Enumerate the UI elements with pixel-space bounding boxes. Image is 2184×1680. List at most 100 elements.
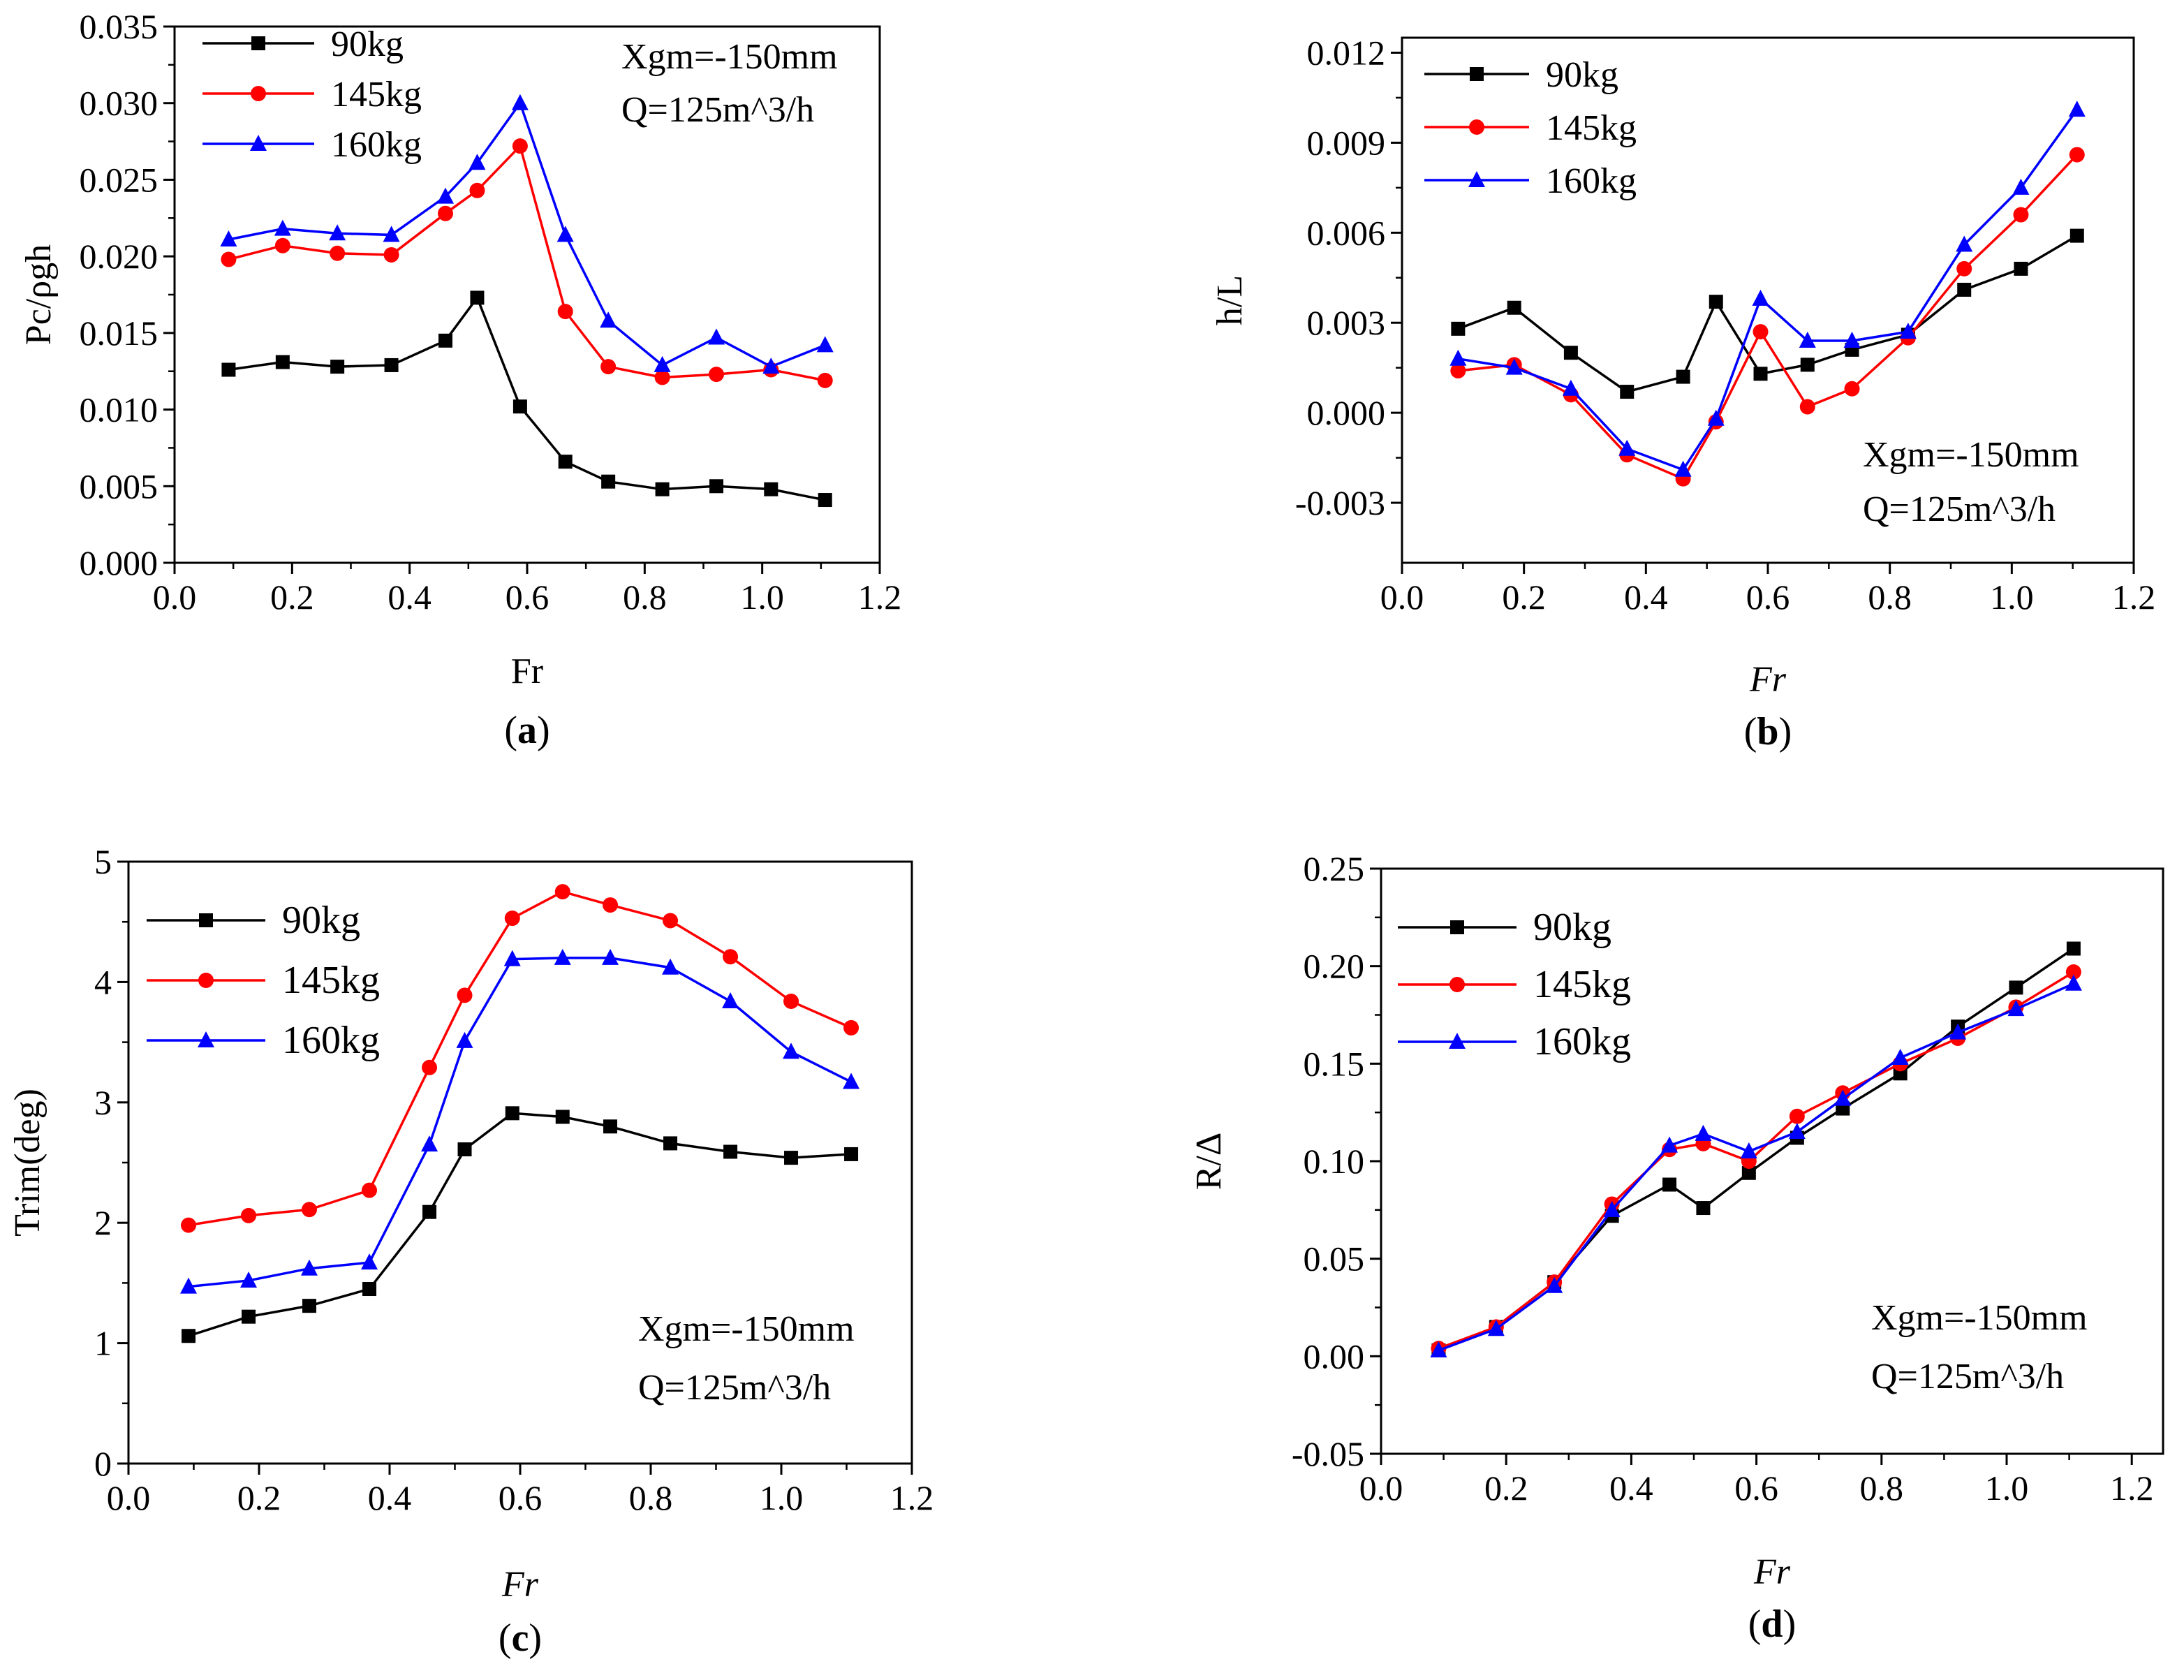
x-tick-label: 0.8 [1868, 577, 1912, 617]
y-tick-label: 2 [94, 1203, 112, 1242]
data-point-160kg [1546, 1276, 1563, 1293]
data-point-145kg [2013, 207, 2029, 223]
legend-marker-145kg [251, 86, 266, 101]
data-point-90kg [655, 482, 670, 496]
y-tick-label: 0.000 [1307, 393, 1386, 432]
series-90kg-c [182, 1106, 859, 1343]
data-point-90kg [844, 1147, 859, 1161]
data-point-90kg [221, 362, 236, 377]
data-point-145kg [2065, 964, 2081, 980]
legend-b: 90kg 145kg 160kg [1424, 55, 1637, 201]
data-point-160kg [2065, 974, 2082, 991]
data-point-160kg [762, 358, 780, 374]
y-tick-label: 3 [94, 1083, 112, 1122]
y-axis-title-c: Trim(deg) [8, 1089, 47, 1237]
data-point-90kg [512, 399, 527, 414]
data-point-145kg [654, 369, 670, 385]
legend-marker-160kg [1468, 171, 1485, 187]
x-tick-label: 0.2 [270, 577, 314, 617]
y-tick-label: 0.10 [1304, 1142, 1365, 1181]
panel-d: 0.0 0.2 0.4 0.6 0.8 1.0 1.2 -0.05 0.00 0.05 0.10 0.… [1189, 849, 2164, 1646]
x-tick-label: 0.4 [1624, 577, 1668, 617]
data-point-160kg [602, 948, 619, 965]
x-tick-label: 0.4 [388, 577, 431, 617]
y-tick-label: 0.020 [80, 237, 158, 276]
data-point-90kg [603, 1119, 618, 1134]
panel-label-c: (c) [499, 1616, 542, 1660]
data-point-90kg [709, 479, 724, 494]
y-tick-label: 0.00 [1304, 1336, 1365, 1376]
x-tick-label: 0.8 [1860, 1468, 1904, 1508]
data-point-90kg [457, 1142, 472, 1157]
x-tick-label: 0.6 [506, 577, 549, 617]
data-point-145kg [843, 1019, 859, 1036]
legend-label-145kg: 145kg [331, 75, 422, 115]
data-point-160kg [1674, 460, 1692, 477]
data-point-90kg [242, 1309, 256, 1324]
data-point-145kg [554, 884, 570, 900]
panel-label-a: (a) [504, 709, 549, 752]
data-point-145kg [469, 182, 485, 198]
data-point-145kg [1844, 381, 1860, 397]
x-tick-label: 0.2 [1484, 1468, 1528, 1508]
data-point-145kg [557, 304, 573, 320]
data-point-90kg [1620, 385, 1635, 399]
data-point-90kg [505, 1106, 519, 1121]
x-tick-label: 0.0 [1380, 577, 1424, 617]
panel-label-b: (b) [1744, 710, 1792, 753]
data-point-160kg [816, 336, 834, 353]
legend-marker-90kg [1470, 67, 1484, 81]
data-point-90kg [558, 455, 573, 469]
x-tick-label: 1.2 [890, 1478, 934, 1517]
y-tick-label: 0 [94, 1444, 112, 1483]
data-point-160kg [1661, 1136, 1678, 1153]
panel-a: 0.0 0.2 0.4 0.6 0.8 1.0 1.2 0.000 0.005 0.010 0.01… [19, 7, 901, 752]
data-point-90kg [1709, 295, 1723, 309]
panel-b: 0.0 0.2 0.4 0.6 0.8 1.0 1.2 -0.003 0.000 0.003 0.0… [1210, 33, 2155, 753]
legend-d: 90kg 145kg 160kg [1398, 906, 1631, 1063]
y-tick-label: 0.25 [1304, 849, 1365, 888]
data-point-145kg [504, 911, 520, 927]
legend-marker-160kg [198, 1031, 214, 1047]
data-point-160kg [1843, 332, 1861, 348]
data-point-160kg [274, 219, 291, 236]
data-point-145kg [603, 897, 619, 913]
data-point-160kg [329, 224, 346, 241]
y-tick-label: 0.009 [1307, 123, 1386, 162]
data-point-90kg [1451, 321, 1466, 336]
legend-label-145kg: 145kg [1533, 963, 1631, 1006]
data-point-160kg [1449, 349, 1467, 366]
y-tick-label: 0.000 [80, 543, 158, 582]
legend-marker-145kg [1469, 119, 1484, 135]
x-tick-label: 0.6 [499, 1478, 543, 1517]
y-tick-label: 4 [94, 962, 112, 1001]
y-axis-title-a: Pc/ρgh [19, 244, 59, 345]
data-point-145kg [221, 251, 237, 267]
data-point-160kg [2068, 101, 2086, 117]
y-tick-label: 0.030 [80, 84, 158, 123]
data-point-145kg [663, 913, 679, 929]
data-point-160kg [1562, 379, 1579, 396]
data-point-145kg [383, 246, 399, 263]
x-axis-title-d: Fr [1753, 1552, 1791, 1592]
data-point-160kg [600, 311, 617, 328]
data-point-145kg [1450, 362, 1466, 378]
annotation-text-a: Q=125m^3/h [621, 90, 814, 130]
data-point-90kg [1676, 369, 1690, 384]
data-point-90kg [438, 333, 453, 348]
x-tick-label: 1.0 [740, 577, 784, 617]
data-point-145kg [1799, 399, 1815, 415]
y-tick-label: 0.005 [80, 466, 158, 506]
legend-label-90kg: 90kg [282, 899, 360, 942]
legend-marker-145kg [198, 973, 214, 988]
y-tick-label: 0.20 [1304, 947, 1365, 986]
data-point-90kg [663, 1136, 678, 1151]
data-point-160kg [240, 1271, 258, 1288]
data-point-145kg [241, 1207, 257, 1223]
data-point-90kg [384, 358, 399, 372]
x-tick-label: 0.0 [1359, 1468, 1403, 1508]
annotation-text-c: Xgm=-150mm [638, 1309, 855, 1349]
data-point-145kg [723, 949, 739, 965]
legend-marker-90kg [251, 36, 265, 50]
data-point-160kg [1603, 1200, 1621, 1217]
